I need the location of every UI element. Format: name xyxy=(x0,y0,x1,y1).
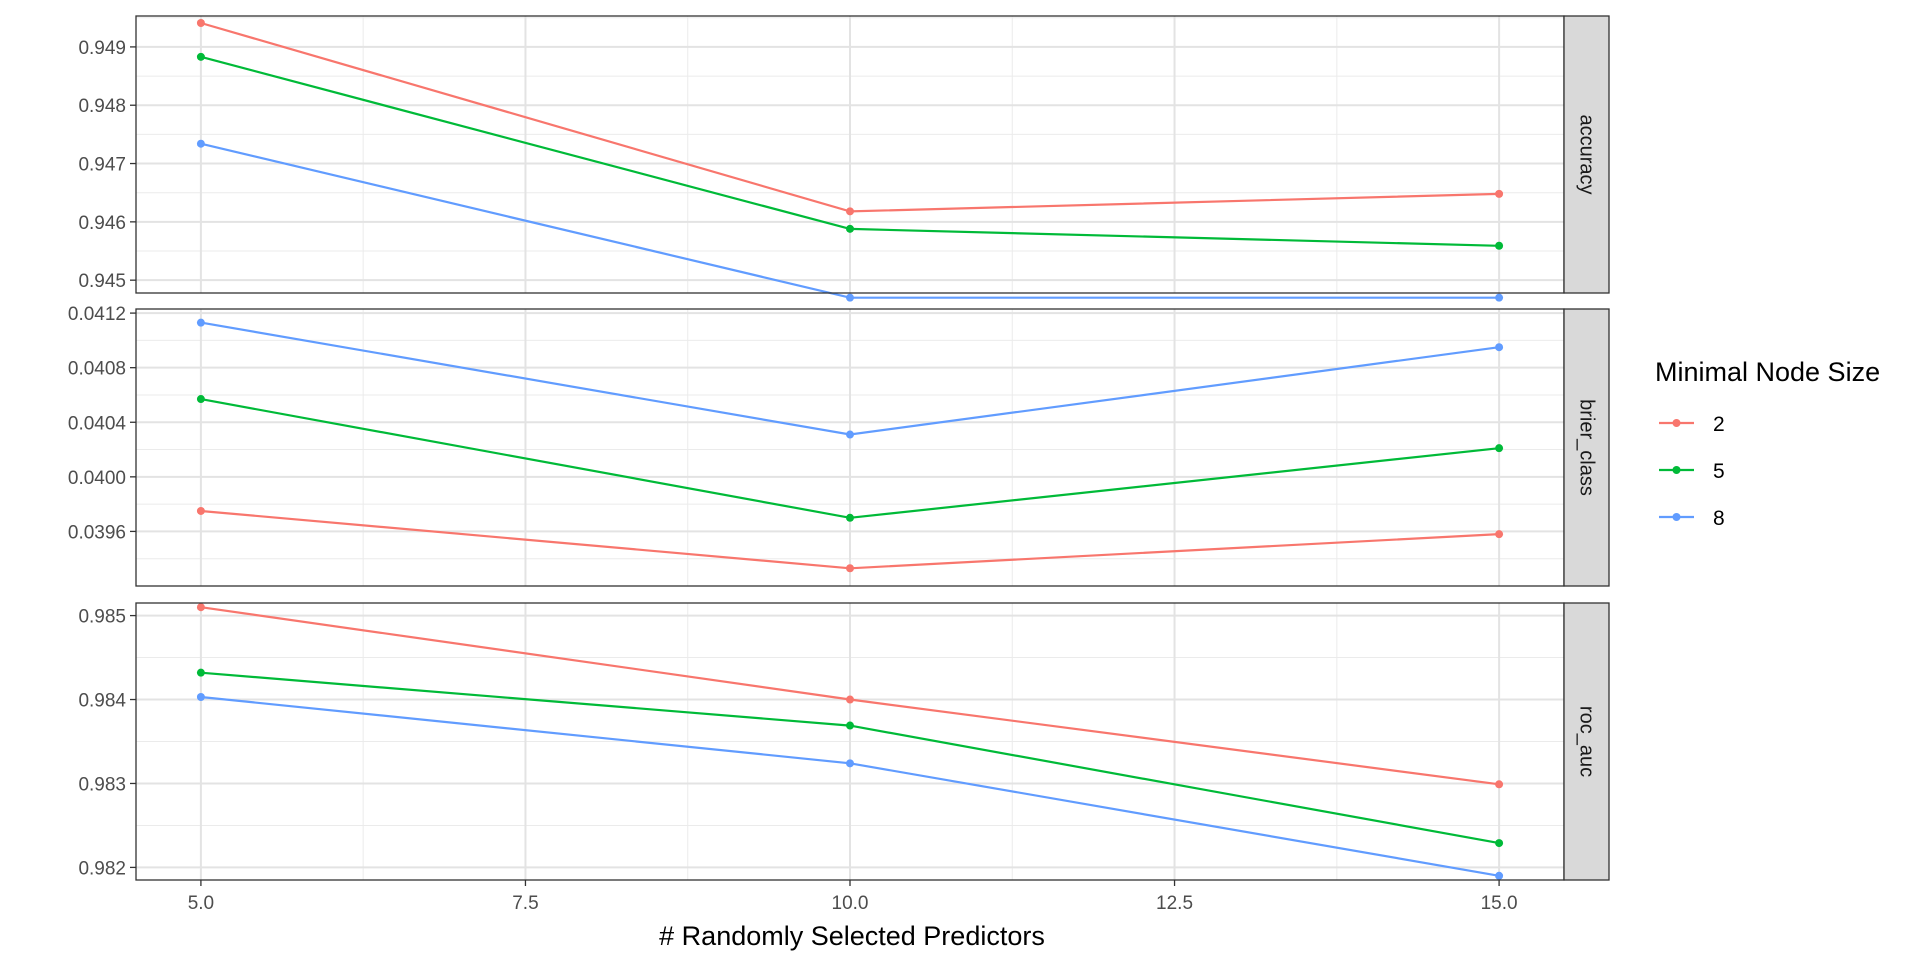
data-point-8 xyxy=(1495,871,1504,880)
data-point-2 xyxy=(196,18,205,27)
data-point-5 xyxy=(196,395,205,404)
data-point-8 xyxy=(846,759,854,768)
x-axis-title: # Randomly Selected Predictors xyxy=(659,921,1045,951)
legend-key-5 xyxy=(1659,466,1694,474)
data-point-8 xyxy=(846,293,854,302)
x-tick-label: 7.5 xyxy=(512,893,538,914)
x-tick-label: 10.0 xyxy=(832,893,869,914)
data-point-8 xyxy=(1495,293,1504,302)
facet-panel-brier_class: 0.0396 0.0400 0.0404 0.0408 0.0412 brier_clas… xyxy=(68,304,1610,587)
data-point-5 xyxy=(846,224,854,233)
y-tick-label: 0.0396 xyxy=(68,522,126,543)
y-tick-label: 0.947 xyxy=(78,155,126,176)
data-point-5 xyxy=(196,52,205,61)
facet-strip xyxy=(1563,308,1610,587)
legend-title: Minimal Node Size xyxy=(1655,357,1880,387)
data-point-8 xyxy=(196,693,205,702)
legend-key-point xyxy=(1672,419,1681,427)
data-point-5 xyxy=(196,668,205,677)
data-point-8 xyxy=(1495,343,1504,352)
data-point-2 xyxy=(196,603,205,612)
y-tick-label: 0.984 xyxy=(78,691,126,712)
data-point-5 xyxy=(1495,839,1504,848)
facet-strip-label: accuracy xyxy=(1576,114,1598,194)
legend-label-5: 5 xyxy=(1713,460,1725,483)
data-point-5 xyxy=(846,721,854,730)
y-tick-label: 0.949 xyxy=(78,38,126,59)
data-point-2 xyxy=(846,695,854,704)
facet-panel-accuracy: 0.945 0.946 0.947 0.948 0.949 accuracy xyxy=(78,15,1610,302)
facet-strip-label: brier_class xyxy=(1576,399,1598,496)
legend-label-8: 8 xyxy=(1713,507,1725,530)
y-tick-label: 0.0404 xyxy=(68,413,127,434)
x-axis: 5.0 7.5 10.0 12.5 15.0 xyxy=(188,880,1518,914)
legend-label-2: 2 xyxy=(1713,413,1725,436)
y-tick-label: 0.982 xyxy=(78,858,126,879)
data-point-2 xyxy=(1495,530,1504,539)
y-tick-label: 0.948 xyxy=(78,96,126,117)
legend-key-2 xyxy=(1659,419,1694,427)
data-point-2 xyxy=(1495,780,1504,789)
data-point-5 xyxy=(1495,444,1504,453)
panels-layer: 0.9450.9460.9470.9480.949accuracy0.03960… xyxy=(68,15,1610,881)
legend-key-8 xyxy=(1659,513,1694,521)
x-tick-label: 12.5 xyxy=(1156,893,1193,914)
x-tick-label: 5.0 xyxy=(188,893,214,914)
legend-key-point xyxy=(1672,466,1681,474)
facet-strip xyxy=(1563,15,1610,294)
facet-strip-label: roc_auc xyxy=(1576,706,1598,777)
data-point-5 xyxy=(1495,241,1504,250)
data-point-2 xyxy=(846,207,854,216)
y-tick-label: 0.945 xyxy=(78,271,126,292)
y-tick-label: 0.0412 xyxy=(68,304,126,325)
facet-strip xyxy=(1563,602,1610,881)
y-tick-label: 0.985 xyxy=(78,607,126,628)
data-point-2 xyxy=(1495,189,1504,198)
facet-panel-roc_auc: 0.982 0.983 0.984 0.985 roc_auc xyxy=(78,602,1610,881)
legend-key-point xyxy=(1672,513,1681,521)
legend: Minimal Node Size 2 5 8 xyxy=(1655,357,1880,530)
y-tick-label: 0.983 xyxy=(78,774,126,795)
y-tick-label: 0.0408 xyxy=(68,359,126,380)
data-point-2 xyxy=(196,506,205,515)
y-tick-label: 0.0400 xyxy=(68,468,126,489)
data-point-8 xyxy=(196,139,205,148)
y-tick-label: 0.946 xyxy=(78,213,126,234)
x-tick-label: 15.0 xyxy=(1481,893,1518,914)
data-point-5 xyxy=(846,513,854,522)
data-point-2 xyxy=(846,564,854,573)
data-point-8 xyxy=(846,430,854,439)
data-point-8 xyxy=(196,318,205,327)
